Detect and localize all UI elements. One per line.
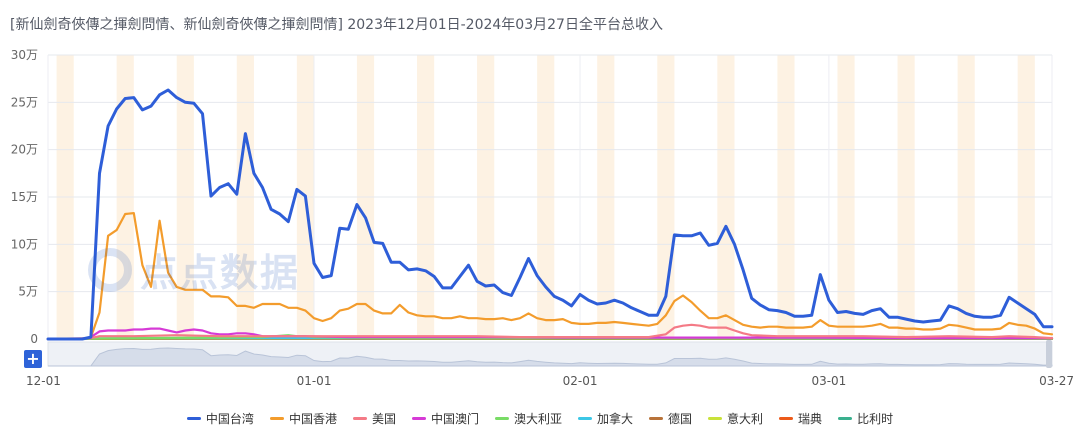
zoom-brush[interactable] bbox=[47, 340, 1053, 368]
y-tick-label: 5万 bbox=[18, 285, 38, 299]
legend-item[interactable]: 德国 bbox=[649, 410, 692, 427]
legend-item[interactable]: 中国台湾 bbox=[186, 410, 254, 427]
series-lines bbox=[46, 88, 1054, 341]
y-tick-label: 25万 bbox=[11, 95, 38, 109]
legend-label: 澳大利亚 bbox=[513, 412, 562, 426]
legend-item[interactable]: 加拿大 bbox=[578, 410, 633, 427]
y-tick-label: 30万 bbox=[11, 48, 38, 62]
x-tick-label: 01-01 bbox=[297, 374, 332, 388]
legend-swatch bbox=[578, 417, 592, 420]
legend-label: 意大利 bbox=[727, 412, 764, 426]
chart-title: [新仙劍奇俠傳之揮劍問情、新仙劍奇俠傳之揮劍問情] 2023年12月01日-20… bbox=[10, 17, 663, 33]
legend-item[interactable]: 意大利 bbox=[708, 410, 763, 427]
legend-label: 美国 bbox=[371, 412, 396, 426]
legend-swatch bbox=[838, 417, 853, 420]
legend-item[interactable]: 瑞典 bbox=[779, 410, 822, 427]
legend-item[interactable]: 美国 bbox=[352, 410, 396, 427]
series-line bbox=[46, 88, 1054, 341]
watermark-text: 点点数据 bbox=[140, 251, 301, 295]
legend-item[interactable]: 中国澳门 bbox=[411, 410, 479, 427]
legend-label: 德国 bbox=[668, 412, 693, 426]
y-tick-label: 20万 bbox=[11, 143, 38, 157]
legend-swatch bbox=[352, 417, 367, 420]
legend-swatch bbox=[649, 417, 664, 420]
x-tick-label: 12-01 bbox=[26, 374, 61, 388]
legend-swatch bbox=[186, 417, 201, 420]
legend-item[interactable]: 比利时 bbox=[838, 410, 893, 427]
legend-label: 瑞典 bbox=[798, 412, 823, 426]
zoom-plus-button[interactable]: + bbox=[24, 350, 42, 368]
x-tick-label: 02-01 bbox=[563, 374, 598, 388]
x-axis-labels: 12-01 01-01 02-01 03-01 03-27 bbox=[26, 374, 1074, 388]
y-tick-label: 10万 bbox=[11, 237, 38, 251]
brush-handle bbox=[1046, 340, 1052, 368]
legend-item[interactable]: 澳大利亚 bbox=[494, 410, 562, 427]
legend-label: 加拿大 bbox=[597, 412, 634, 426]
y-tick-label: 15万 bbox=[11, 190, 38, 204]
brush-preview bbox=[48, 347, 1053, 367]
watermark: 点点数据 bbox=[88, 242, 300, 297]
legend-swatch bbox=[779, 417, 794, 420]
legend-item[interactable]: 中国香港 bbox=[269, 410, 337, 427]
legend-label: 比利时 bbox=[857, 412, 894, 426]
series-line bbox=[46, 212, 1054, 341]
y-axis-labels: 0 5万 10万 15万 20万 25万 30万 bbox=[11, 48, 38, 346]
legend-label: 中国澳门 bbox=[430, 412, 479, 426]
legend-label: 中国香港 bbox=[288, 412, 337, 426]
x-tick-label: 03-27 bbox=[1039, 374, 1074, 388]
legend-swatch bbox=[708, 417, 723, 420]
legend: 中国台湾 中国香港 美国 中国澳门 澳大利亚 加拿大 德国 意大利 瑞典 比利时 bbox=[0, 410, 1080, 427]
ring-logo-icon bbox=[88, 247, 132, 292]
y-tick-label: 0 bbox=[30, 332, 38, 346]
legend-swatch bbox=[269, 417, 284, 420]
legend-label: 中国台湾 bbox=[205, 412, 254, 426]
legend-swatch bbox=[494, 417, 509, 420]
x-tick-label: 03-01 bbox=[811, 374, 846, 388]
legend-swatch bbox=[411, 417, 426, 420]
series-line bbox=[46, 323, 1054, 341]
